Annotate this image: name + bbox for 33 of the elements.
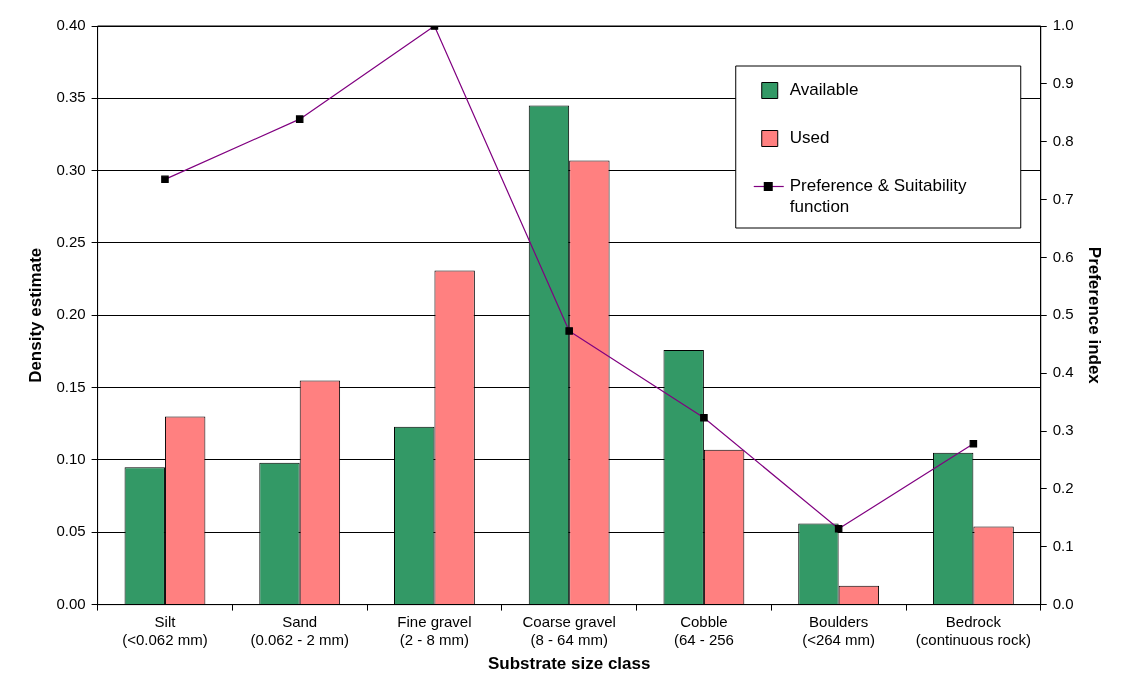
y2-tick-label: 1.0 bbox=[1052, 16, 1074, 34]
y-tick-label: 0.25 bbox=[56, 233, 86, 251]
legend-label: Preference & Suitability function bbox=[789, 176, 967, 217]
y-tick-label: 0.35 bbox=[56, 88, 86, 106]
y2-tick-label: 0.8 bbox=[1052, 131, 1074, 149]
x-tick-label: Sand (0.062 - 2 mm) bbox=[250, 612, 349, 648]
y-tick-label: 0.40 bbox=[56, 16, 86, 34]
x-tick-label: Cobble (64 - 256 bbox=[673, 612, 734, 648]
y2-tick-label: 0.9 bbox=[1052, 74, 1074, 91]
legend-label: Used bbox=[789, 128, 830, 148]
x-tick-label: Fine gravel (2 - 8 mm) bbox=[397, 612, 472, 648]
x-tick-label: Coarse gravel (8 - 64 mm) bbox=[522, 612, 616, 648]
y-tick-label: 0.15 bbox=[56, 377, 86, 395]
y2-tick-label: 0.2 bbox=[1052, 479, 1074, 497]
y2-tick-label: 0.3 bbox=[1052, 421, 1074, 439]
x-tick-label: Boulders (<264 mm) bbox=[802, 612, 876, 648]
x-tick-label: Silt (<0.062 mm) bbox=[122, 612, 208, 648]
y2-tick-label: 0.5 bbox=[1052, 305, 1074, 323]
y2-axis-title: Preference index bbox=[1085, 246, 1105, 385]
y-tick-label: 0.20 bbox=[56, 305, 86, 323]
y2-tick-label: 0.4 bbox=[1052, 363, 1074, 381]
x-axis-title: Substrate size class bbox=[487, 654, 651, 674]
y-tick-label: 0.10 bbox=[56, 450, 86, 468]
legend-label: Available bbox=[789, 80, 859, 100]
y-tick-label: 0.30 bbox=[56, 160, 86, 178]
y2-tick-label: 0.6 bbox=[1052, 247, 1074, 265]
y2-tick-label: 0.0 bbox=[1052, 594, 1074, 612]
x-tick-label: Bedrock (continuous rock) bbox=[915, 612, 1031, 648]
y2-tick-label: 0.7 bbox=[1052, 189, 1074, 207]
y2-tick-label: 0.1 bbox=[1052, 536, 1074, 554]
y-tick-label: 0.05 bbox=[56, 522, 86, 540]
y-tick-label: 0.00 bbox=[56, 594, 86, 612]
y-axis-title: Density estimate bbox=[25, 247, 45, 383]
